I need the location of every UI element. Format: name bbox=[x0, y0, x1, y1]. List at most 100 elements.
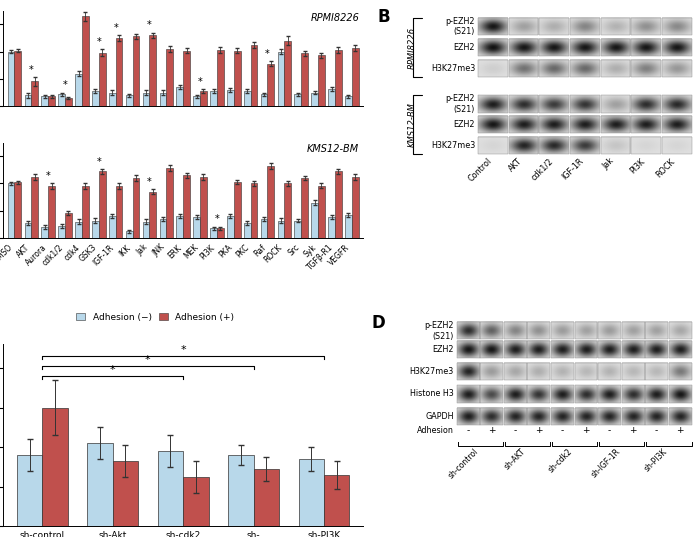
Bar bbox=[598, 363, 621, 380]
Text: Jak: Jak bbox=[601, 157, 616, 171]
Bar bbox=[133, 37, 139, 106]
Bar bbox=[600, 18, 630, 35]
Text: *: * bbox=[96, 157, 101, 166]
Bar bbox=[645, 322, 668, 339]
Bar bbox=[301, 53, 308, 106]
Text: *: * bbox=[29, 64, 34, 75]
Bar bbox=[8, 52, 15, 106]
Bar bbox=[150, 35, 156, 106]
Bar bbox=[598, 341, 621, 358]
Bar bbox=[478, 39, 508, 56]
Text: *: * bbox=[215, 214, 219, 224]
Bar bbox=[669, 408, 692, 425]
Bar bbox=[75, 74, 82, 106]
Bar bbox=[598, 322, 621, 339]
Text: KMS12-BM: KMS12-BM bbox=[408, 102, 417, 147]
Text: -: - bbox=[561, 426, 564, 434]
Bar bbox=[528, 341, 550, 358]
Bar bbox=[268, 64, 274, 106]
Text: cdk1/2: cdk1/2 bbox=[529, 157, 555, 182]
Bar bbox=[15, 50, 21, 106]
Bar bbox=[540, 137, 569, 154]
Bar bbox=[456, 341, 480, 358]
Bar bbox=[540, 39, 569, 56]
Bar bbox=[600, 39, 630, 56]
Bar bbox=[504, 363, 527, 380]
Bar bbox=[540, 60, 569, 77]
Text: AKT: AKT bbox=[507, 157, 524, 173]
Bar bbox=[478, 116, 508, 133]
Text: -: - bbox=[514, 426, 517, 434]
Bar bbox=[183, 175, 190, 238]
Bar bbox=[504, 386, 527, 403]
Text: sh-cdk2: sh-cdk2 bbox=[547, 447, 575, 475]
Text: *: * bbox=[180, 345, 186, 355]
Bar bbox=[227, 90, 233, 106]
Bar bbox=[509, 95, 538, 113]
Bar bbox=[41, 97, 48, 106]
Bar bbox=[244, 91, 251, 106]
Bar bbox=[551, 363, 574, 380]
Bar bbox=[551, 386, 574, 403]
Text: B: B bbox=[377, 8, 390, 26]
Bar bbox=[631, 39, 661, 56]
Bar bbox=[278, 221, 284, 238]
Bar bbox=[480, 408, 503, 425]
Bar bbox=[166, 49, 173, 106]
Bar bbox=[210, 91, 217, 106]
Bar bbox=[41, 227, 48, 238]
Bar bbox=[284, 41, 291, 106]
Bar bbox=[570, 18, 600, 35]
Text: *: * bbox=[147, 177, 152, 187]
Text: sh-AKT: sh-AKT bbox=[503, 447, 528, 471]
Bar bbox=[65, 213, 72, 238]
Bar bbox=[24, 96, 31, 106]
Text: PI3K: PI3K bbox=[628, 157, 647, 175]
Bar bbox=[329, 217, 335, 238]
Text: *: * bbox=[96, 37, 101, 47]
Bar bbox=[509, 39, 538, 56]
Bar bbox=[324, 475, 350, 526]
Text: p-EZH2
(S21): p-EZH2 (S21) bbox=[424, 321, 454, 340]
Bar bbox=[345, 97, 352, 106]
Bar bbox=[31, 177, 38, 238]
Bar bbox=[600, 95, 630, 113]
Text: EZH2: EZH2 bbox=[454, 43, 475, 52]
Bar bbox=[115, 186, 122, 238]
Bar bbox=[233, 182, 240, 238]
Bar bbox=[645, 408, 668, 425]
Bar bbox=[669, 363, 692, 380]
Text: *: * bbox=[110, 365, 115, 375]
Text: p-EZH2
(S21): p-EZH2 (S21) bbox=[446, 94, 475, 113]
Bar bbox=[631, 60, 661, 77]
Text: D: D bbox=[371, 314, 385, 332]
Bar bbox=[254, 469, 279, 526]
Bar bbox=[575, 341, 598, 358]
Text: RPMI8226: RPMI8226 bbox=[408, 26, 417, 69]
Bar bbox=[217, 228, 224, 238]
Bar bbox=[456, 322, 480, 339]
Bar bbox=[570, 116, 600, 133]
Bar bbox=[150, 192, 156, 238]
Text: H3K27me3: H3K27me3 bbox=[431, 141, 475, 150]
Bar bbox=[193, 97, 200, 106]
Text: +: + bbox=[535, 426, 542, 434]
Bar bbox=[58, 94, 65, 106]
Text: +: + bbox=[488, 426, 496, 434]
Text: -: - bbox=[466, 426, 470, 434]
Text: ROCK: ROCK bbox=[655, 157, 677, 179]
Bar bbox=[17, 455, 42, 526]
Bar bbox=[335, 50, 342, 106]
Bar bbox=[210, 228, 217, 238]
Bar bbox=[480, 386, 503, 403]
Bar bbox=[621, 363, 644, 380]
Bar bbox=[352, 177, 359, 238]
Bar bbox=[143, 92, 150, 106]
Text: Control: Control bbox=[466, 157, 493, 184]
Bar bbox=[329, 89, 335, 106]
Bar bbox=[478, 18, 508, 35]
Bar bbox=[229, 455, 254, 526]
Bar bbox=[478, 137, 508, 154]
Bar bbox=[298, 459, 324, 526]
Bar bbox=[669, 386, 692, 403]
